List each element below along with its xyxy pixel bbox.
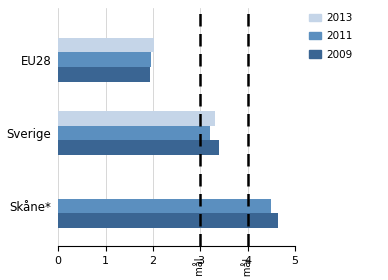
Text: EU 2020 mål: EU 2020 mål: [195, 258, 205, 280]
Bar: [58, 213, 278, 228]
Bar: [58, 67, 149, 82]
Bar: [58, 140, 219, 155]
Bar: [58, 52, 151, 67]
Bar: [58, 199, 271, 213]
Bar: [58, 38, 154, 52]
Legend: 2013, 2011, 2009: 2013, 2011, 2009: [305, 9, 357, 64]
Bar: [58, 125, 210, 140]
Text: Sverige mål: Sverige mål: [242, 258, 253, 280]
Bar: [58, 111, 215, 125]
